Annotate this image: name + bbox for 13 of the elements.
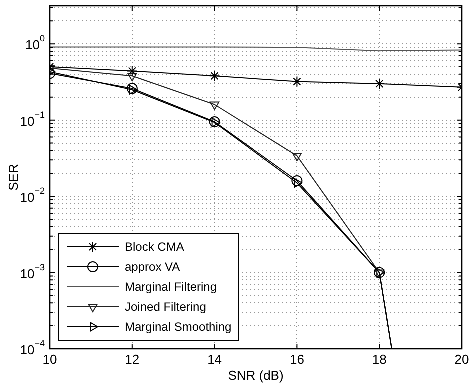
legend-label: Marginal Smoothing [125,320,232,334]
x-tick-label: 10 [42,352,58,368]
legend-label: approx VA [125,260,180,274]
legend-label: Marginal Filtering [125,280,218,294]
x-tick-label: 18 [372,352,387,368]
x-tick-label: 12 [125,352,140,368]
x-tick-label: 14 [208,352,222,368]
y-axis-title: SER [6,164,22,191]
x-axis-title: SNR (dB) [228,368,284,384]
legend-label: Joined Filtering [125,300,206,314]
legend-label: Block CMA [125,240,184,254]
x-tick-label: 16 [290,352,304,368]
x-tick-label: 20 [454,352,470,368]
